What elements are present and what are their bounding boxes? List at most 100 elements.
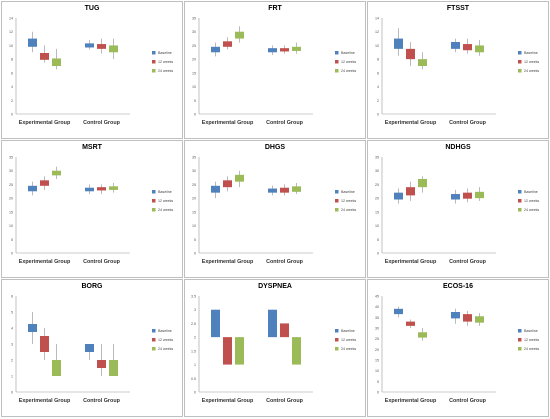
- box-12-weeks: [463, 44, 472, 51]
- box-baseline: [85, 187, 94, 192]
- x-category-label: Control Group: [83, 259, 121, 265]
- y-tick-label: 10: [192, 85, 196, 89]
- legend-swatch: [518, 51, 522, 55]
- chart-plot: 0 5 10 15 20 25 30 35 Experimental Group Control …: [375, 156, 539, 266]
- y-tick-label: 1.5: [191, 349, 196, 353]
- box-baseline: [85, 43, 94, 48]
- y-tick-label: 25: [192, 183, 196, 187]
- x-category-label: Control Group: [449, 120, 487, 126]
- box-24-weeks: [109, 360, 118, 376]
- y-tick-label: 0: [11, 252, 13, 256]
- chart-panel-borg: BORG 0 1 2 3 4 5 6 Experimental Group Control Gro…: [1, 279, 183, 417]
- y-tick-label: 0: [194, 252, 196, 256]
- chart-panel-frt: FRT 0 5 10 15 20 25 30 35 Experimental Group Contr…: [184, 1, 366, 139]
- y-tick-label: 2: [11, 99, 13, 103]
- y-tick-label: 10: [192, 224, 196, 228]
- legend-swatch: [152, 338, 156, 342]
- legend-label: 24 weeks: [341, 69, 356, 73]
- box-baseline: [451, 194, 460, 200]
- chart-title: DYSPNEA: [258, 283, 292, 290]
- box-baseline: [268, 48, 277, 53]
- legend-swatch: [335, 329, 339, 333]
- legend-label: 12 weeks: [158, 199, 173, 203]
- y-tick-label: 8: [11, 58, 13, 62]
- legend-label: 12 weeks: [158, 338, 173, 342]
- box-24-weeks: [235, 337, 244, 365]
- legend-label: Baseline: [524, 190, 538, 194]
- y-tick-label: 15: [375, 210, 379, 214]
- legend-swatch: [518, 347, 522, 351]
- legend-label: 24 weeks: [524, 69, 539, 73]
- y-tick-label: 10: [375, 224, 379, 228]
- legend-swatch: [152, 51, 156, 55]
- box-12-weeks: [280, 187, 289, 193]
- x-category-label: Experimental Group: [19, 120, 71, 126]
- x-category-label: Control Group: [266, 120, 304, 126]
- legend-swatch: [518, 338, 522, 342]
- y-tick-label: 0: [377, 391, 379, 395]
- legend-label: Baseline: [158, 329, 172, 333]
- chart-title: TUG: [84, 5, 100, 12]
- y-tick-label: 12: [9, 30, 13, 34]
- chart-title: DHGS: [264, 144, 286, 151]
- legend-swatch: [335, 338, 339, 342]
- y-tick-label: 25: [9, 183, 13, 187]
- chart-plot: 0 5 10 15 20 25 30 35 Experimental Group Control …: [192, 17, 356, 127]
- chart-plot: 0 1 2 3 4 5 6 Experimental Group Control Group Ba…: [11, 295, 173, 405]
- y-tick-label: 6: [11, 295, 13, 299]
- legend-swatch: [335, 347, 339, 351]
- y-tick-label: 4: [11, 327, 13, 331]
- x-category-label: Experimental Group: [385, 120, 437, 126]
- box-12-weeks: [280, 48, 289, 52]
- legend-label: 12 weeks: [524, 60, 539, 64]
- y-tick-label: 2: [377, 99, 379, 103]
- box-12-weeks: [463, 192, 472, 199]
- y-tick-label: 2: [194, 336, 196, 340]
- box-baseline: [394, 38, 403, 49]
- y-tick-label: 6: [377, 71, 379, 75]
- legend-swatch: [518, 329, 522, 333]
- y-tick-label: 0: [194, 391, 196, 395]
- x-category-label: Control Group: [449, 259, 487, 265]
- x-category-label: Experimental Group: [202, 120, 254, 126]
- box-baseline: [28, 185, 37, 192]
- chart-plot: 0 2 4 6 8 10 12 14 Experimental Group Control Gro…: [9, 17, 173, 127]
- y-tick-label: 14: [9, 17, 13, 21]
- legend-swatch: [335, 69, 339, 73]
- y-tick-label: 35: [192, 17, 196, 21]
- y-tick-label: 20: [375, 197, 379, 201]
- y-tick-label: 5: [377, 380, 379, 384]
- chart-plot: 0 5 10 15 20 25 30 35 40 45 Experimental Group Cont…: [375, 295, 539, 405]
- box-baseline: [211, 185, 220, 193]
- legend-label: 12 weeks: [158, 60, 173, 64]
- box-24-weeks: [52, 170, 61, 176]
- legend-swatch: [152, 347, 156, 351]
- legend-swatch: [335, 60, 339, 64]
- y-tick-label: 14: [375, 17, 379, 21]
- legend-swatch: [518, 199, 522, 203]
- y-tick-label: 20: [192, 197, 196, 201]
- y-tick-label: 0: [11, 113, 13, 117]
- y-tick-label: 12: [375, 30, 379, 34]
- legend-label: 12 weeks: [341, 199, 356, 203]
- chart-plot: 0 5 10 15 20 25 30 35 Experimental Group Control …: [192, 156, 356, 266]
- box-24-weeks: [475, 191, 484, 199]
- y-tick-label: 10: [9, 224, 13, 228]
- legend-label: Baseline: [524, 51, 538, 55]
- chart-panel-ecos-16: ECOS-16 0 5 10 15 20 25 30 35 40 45 Experimental Gr…: [367, 279, 549, 417]
- y-tick-label: 3.5: [191, 295, 196, 299]
- chart-panel-ndhgs: NDHGS 0 5 10 15 20 25 30 35 Experimental Group Con…: [367, 140, 549, 278]
- x-category-label: Experimental Group: [385, 398, 437, 404]
- box-baseline: [451, 42, 460, 49]
- box-24-weeks: [109, 186, 118, 190]
- legend-swatch: [518, 190, 522, 194]
- y-tick-label: 2: [11, 359, 13, 363]
- legend-label: 24 weeks: [524, 208, 539, 212]
- box-24-weeks: [292, 186, 301, 192]
- chart-panel-msrt: MSRT 0 5 10 15 20 25 30 35 Experimental Group Cont…: [1, 140, 183, 278]
- box-24-weeks: [109, 45, 118, 53]
- legend-label: Baseline: [524, 329, 538, 333]
- box-12-weeks: [40, 180, 49, 186]
- box-12-weeks: [406, 48, 415, 60]
- box-baseline: [394, 192, 403, 200]
